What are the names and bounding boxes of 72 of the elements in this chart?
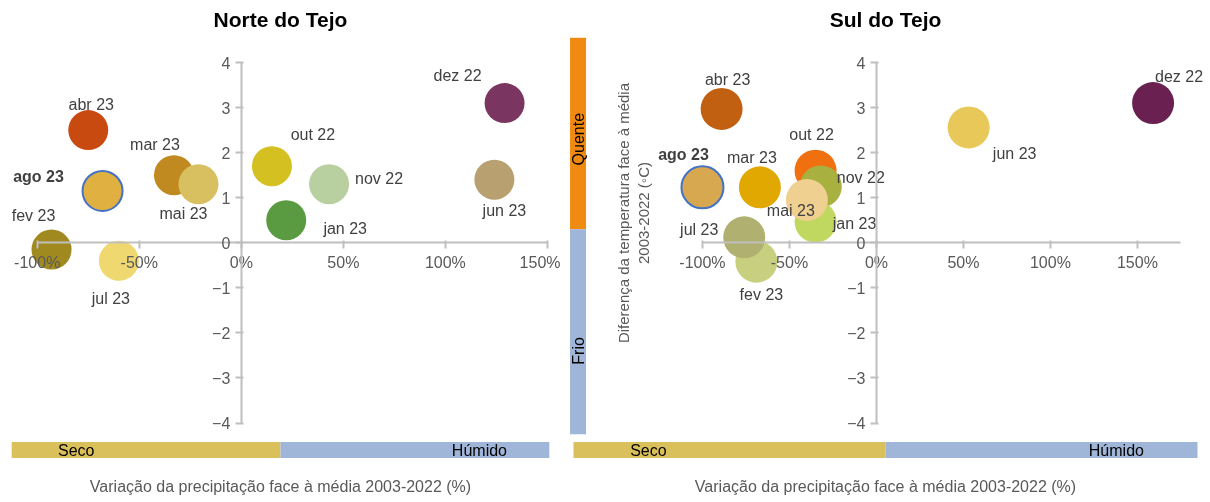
- y-tick-label: −4: [847, 415, 866, 432]
- y-tick-label: 2: [221, 144, 231, 162]
- text: Quente: [569, 112, 587, 166]
- y-tick-label: 0: [221, 234, 231, 252]
- y-tick-label: 0: [856, 234, 866, 252]
- y-tick-label: −2: [212, 324, 231, 342]
- x-tick-label: 100%: [1029, 253, 1071, 271]
- y-tick-label: 4: [221, 54, 231, 72]
- series-label: fev 23: [739, 286, 784, 304]
- point: [309, 164, 350, 205]
- point: [947, 106, 990, 149]
- x-tick-label: 50%: [947, 253, 980, 271]
- point: [266, 200, 307, 241]
- series-label: jan 23: [322, 219, 368, 237]
- y-tick-label: 4: [856, 54, 866, 72]
- x-tick-label: -100%: [679, 253, 726, 271]
- series-label: mai 23: [159, 204, 208, 222]
- x-tick-label: 0%: [229, 253, 253, 271]
- text: Frio: [569, 337, 587, 365]
- y-tick-label: 1: [856, 189, 866, 207]
- point: [484, 83, 525, 124]
- x-tick-label: 50%: [327, 253, 360, 271]
- y-tick-label: −2: [847, 324, 866, 342]
- series-label: jun 23: [991, 144, 1037, 162]
- x-axis-title: Variação da precipitação face à média 2003-2022 (%): [89, 478, 472, 496]
- point: [474, 159, 515, 200]
- point: [1132, 82, 1175, 125]
- point: [680, 165, 725, 210]
- text: Seco: [630, 441, 667, 459]
- series-label: abr 23: [68, 95, 115, 113]
- series-label: mar 23: [130, 135, 180, 153]
- chart-title: Norte do Tejo: [213, 7, 348, 31]
- series-label: out 22: [789, 126, 834, 144]
- y-tick-label: −1: [847, 279, 866, 297]
- y-tick-label: −1: [212, 279, 231, 297]
- y-tick-label: −3: [847, 369, 866, 387]
- y-tick-label: 1: [221, 189, 231, 207]
- x-tick-label: 0%: [864, 253, 889, 271]
- series-label: ago 23: [658, 145, 709, 163]
- x-tick-label: -100%: [14, 253, 61, 271]
- series-label: nov 22: [355, 169, 404, 187]
- text: Húmido: [451, 441, 508, 459]
- y-tick-label: 3: [221, 99, 231, 117]
- point: [251, 146, 292, 187]
- text: Seco: [57, 441, 95, 459]
- point: [700, 87, 743, 130]
- x-axis-title: Variação da precipitação face à média 2003-2022 (%): [694, 478, 1077, 496]
- series-label: jul 23: [90, 290, 131, 308]
- x-tick-label: 150%: [519, 253, 561, 271]
- y-tick-label: −4: [212, 415, 231, 432]
- series-label: mar 23: [726, 148, 777, 166]
- point: [723, 216, 766, 259]
- series-label: mai 23: [766, 202, 815, 220]
- y-tick-label: 2: [856, 144, 866, 162]
- point: [68, 110, 109, 151]
- series-label: abr 23: [704, 71, 751, 89]
- y-tick-label: −3: [212, 369, 231, 387]
- series-label: jul 23: [679, 220, 719, 238]
- y-tick-label: 3: [856, 99, 866, 117]
- series-label: jun 23: [481, 202, 527, 220]
- x-tick-label: 150%: [1116, 253, 1158, 271]
- series-label: dez 22: [1155, 67, 1204, 85]
- point: [81, 169, 124, 212]
- y-axis-title: Diferença da temperatura face à média 2003-2022 (◦C): [614, 82, 653, 344]
- series-label: ago 23: [13, 168, 64, 186]
- series-label: dez 22: [433, 66, 482, 84]
- x-tick-label: 100%: [424, 253, 466, 271]
- series-label: out 22: [290, 125, 336, 143]
- chart-title: Sul do Tejo: [829, 7, 942, 31]
- point: [178, 164, 219, 205]
- text: Húmido: [1088, 441, 1145, 459]
- series-label: fev 23: [11, 207, 56, 225]
